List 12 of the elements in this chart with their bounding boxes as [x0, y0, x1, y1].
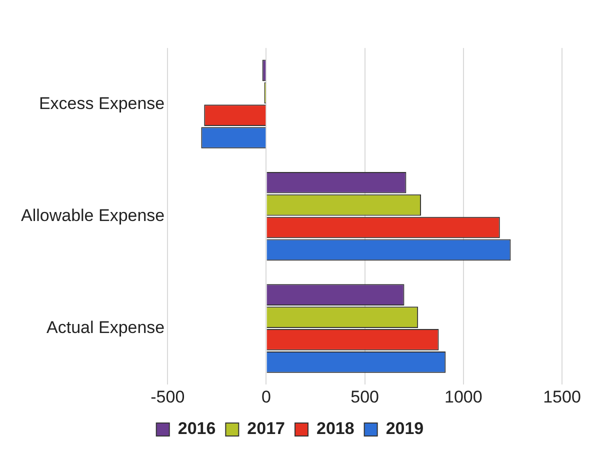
y-tick-label: Excess Expense — [38, 94, 165, 113]
legend-label: 2017 — [247, 419, 286, 438]
y-tick-label: Actual Expense — [46, 318, 165, 338]
legend-label: 2018 — [316, 419, 354, 438]
x-tick-label: 500 — [350, 387, 380, 406]
legend-label: 2016 — [178, 419, 216, 438]
y-tick-label: Allowable Expense — [20, 206, 165, 225]
x-tick-label: -500 — [150, 387, 185, 406]
x-tick-label: 1000 — [444, 387, 482, 406]
x-tick-label: 0 — [262, 387, 271, 406]
x-tick-label: 1500 — [543, 387, 581, 406]
legend-label: 2019 — [386, 419, 424, 438]
